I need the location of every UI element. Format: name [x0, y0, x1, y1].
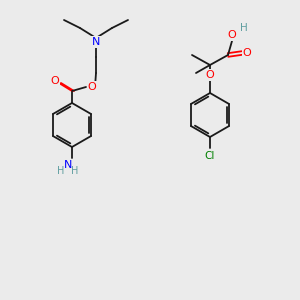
Text: H: H	[57, 166, 65, 176]
Text: O: O	[51, 76, 59, 86]
Text: O: O	[88, 82, 96, 92]
Text: N: N	[92, 37, 100, 47]
Text: H: H	[71, 166, 79, 176]
Text: O: O	[243, 48, 251, 58]
Text: O: O	[206, 70, 214, 80]
Text: O: O	[228, 30, 236, 40]
Text: N: N	[64, 160, 72, 170]
Text: Cl: Cl	[205, 151, 215, 161]
Text: H: H	[240, 23, 248, 33]
